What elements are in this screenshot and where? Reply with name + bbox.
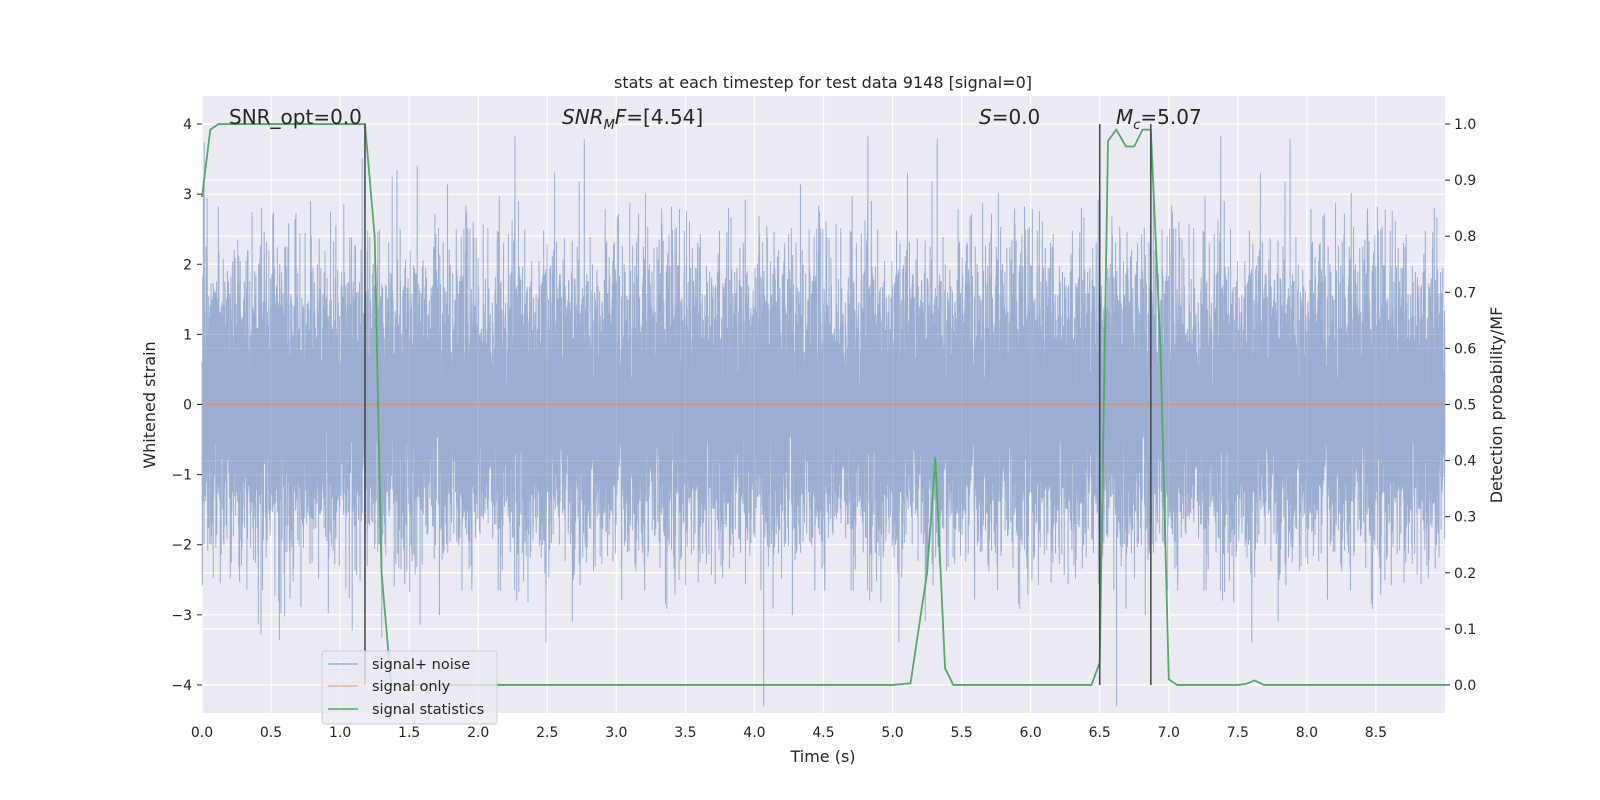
legend: signal+ noise signal only signal statist… (321, 650, 498, 725)
x-tick-label: 1.0 (329, 725, 351, 741)
annotations: SNR_opt=0.0 SNRMF=[4.54] S=0.0 Mc=5.07 (229, 105, 1202, 133)
legend-box (321, 650, 498, 725)
x-tick-label: 5.0 (881, 725, 903, 741)
y2-tick-label: 0.8 (1454, 229, 1476, 245)
legend-label-stats: signal statistics (372, 702, 484, 718)
legend-label-signal: signal only (372, 679, 451, 695)
y-axis-left: −4 −3 −2 −1 0 1 2 3 4 (171, 117, 202, 694)
y-axis-label: Whitened strain (140, 341, 159, 468)
legend-label-noise: signal+ noise (372, 657, 470, 673)
x-tick-label: 4.0 (743, 725, 765, 741)
y2-tick-label: 1.0 (1454, 117, 1476, 133)
x-tick-label: 2.0 (467, 725, 489, 741)
x-tick-label: 3.5 (674, 725, 696, 741)
x-tick-label: 1.5 (398, 725, 420, 741)
x-axis-label: Time (s) (789, 747, 855, 766)
y2-tick-label: 0.3 (1454, 510, 1476, 526)
y-axis-right: 0.0 0.1 0.2 0.3 0.4 0.5 0.6 0.7 0.8 0.9 1.0 (1445, 117, 1476, 694)
y-tick-label: −4 (171, 678, 192, 694)
y2-tick-label: 0.1 (1454, 622, 1476, 638)
y2-tick-label: 0.0 (1454, 678, 1476, 694)
y-tick-label: 0 (183, 398, 192, 414)
x-tick-label: 3.0 (605, 725, 627, 741)
x-tick-label: 2.5 (536, 725, 558, 741)
y-tick-label: −3 (171, 608, 192, 624)
y2-tick-label: 0.4 (1454, 454, 1476, 470)
y2-tick-label: 0.7 (1454, 285, 1476, 301)
x-tick-label: 7.0 (1158, 725, 1180, 741)
annotation-s: S=0.0 (979, 105, 1040, 129)
y-tick-label: 3 (183, 187, 192, 203)
series-signal-plus-noise (201, 136, 1446, 706)
y-tick-label: 1 (183, 327, 192, 343)
x-tick-label: 4.5 (812, 725, 834, 741)
y-tick-label: 4 (183, 117, 192, 133)
x-tick-label: 8.0 (1296, 725, 1318, 741)
marker-lines (364, 124, 1152, 685)
annotation-snr-mf: SNRMF=[4.54] (562, 105, 703, 133)
x-tick-label: 7.5 (1227, 725, 1249, 741)
x-tick-label: 8.5 (1365, 725, 1387, 741)
y-tick-label: −2 (171, 538, 192, 554)
y-tick-label: 2 (183, 257, 192, 273)
data-series (201, 123, 1446, 706)
y2-tick-label: 0.2 (1454, 566, 1476, 582)
y2-tick-label: 0.9 (1454, 173, 1476, 189)
annotation-mc: Mc=5.07 (1116, 105, 1202, 133)
y2-tick-label: 0.5 (1454, 398, 1476, 414)
x-tick-label: 5.5 (950, 725, 972, 741)
x-tick-label: 6.5 (1089, 725, 1111, 741)
y2-axis-label: Detection probability/MF (1487, 307, 1506, 504)
series-signal-statistics (201, 123, 1445, 686)
chart-title: stats at each timestep for test data 914… (614, 73, 1032, 92)
y2-tick-label: 0.6 (1454, 341, 1476, 357)
x-tick-label: 6.0 (1020, 725, 1042, 741)
x-tick-label: 0.0 (191, 725, 213, 741)
y-tick-label: −1 (171, 468, 192, 484)
annotation-snr-opt: SNR_opt=0.0 (229, 105, 362, 129)
x-axis: 0.0 0.5 1.0 1.5 2.0 2.5 3.0 3.5 4.0 4.5 5.0 5.5 6.0 6… (191, 725, 1387, 741)
x-tick-label: 0.5 (260, 725, 282, 741)
